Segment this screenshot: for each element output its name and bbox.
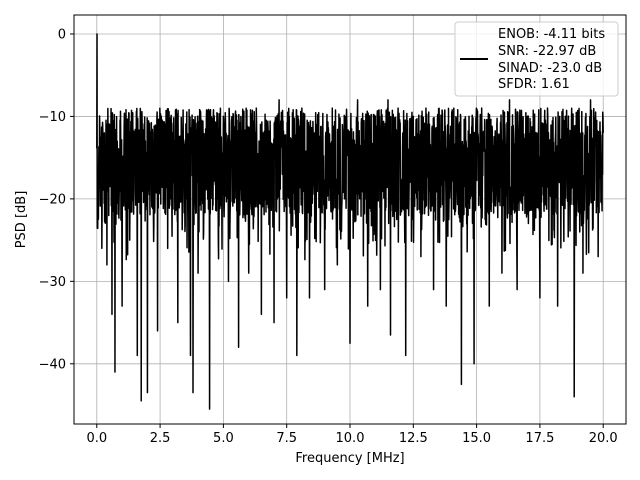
x-tick-label: 15.0 [462, 431, 491, 446]
legend-box [454, 21, 619, 97]
x-tick-label: 0.0 [86, 431, 107, 446]
y-tick-label: 0 [58, 27, 66, 42]
x-tick-label: 12.5 [399, 431, 428, 446]
legend-snr: SNR: -22.97 dB [498, 44, 596, 59]
x-tick-label: 10.0 [336, 431, 365, 446]
legend-sinad: SINAD: -23.0 dB [498, 61, 602, 76]
y-tick-label: −30 [39, 275, 66, 290]
x-tick-label: 17.5 [525, 431, 554, 446]
axis-ticks: 0.0 2.5 5.0 7.5 10.0 12.5 15.0 17.5 20.0 0 −10 −20 −… [39, 27, 618, 446]
psd-series-line [96, 33, 604, 410]
plot-area [96, 33, 604, 410]
y-tick-label: −10 [39, 110, 66, 125]
legend: ENOB: -4.11 bits SNR: -22.97 dB SINAD: -… [454, 21, 619, 97]
legend-enob: ENOB: -4.11 bits [498, 27, 605, 42]
x-tick-label: 20.0 [589, 431, 618, 446]
x-tick-label: 5.0 [213, 431, 234, 446]
x-axis-label: Frequency [MHz] [295, 451, 404, 466]
x-tick-label: 2.5 [150, 431, 171, 446]
legend-sfdr: SFDR: 1.61 [498, 77, 570, 92]
y-axis-label: PSD [dB] [14, 191, 29, 249]
x-tick-label: 7.5 [276, 431, 297, 446]
y-tick-label: −20 [39, 192, 66, 207]
y-tick-label: −40 [39, 357, 66, 372]
